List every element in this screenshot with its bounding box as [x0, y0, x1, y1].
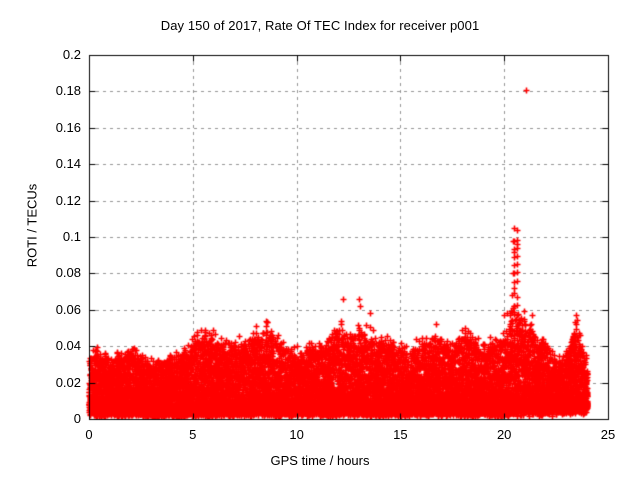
y-tick-label: 0.04 — [55, 338, 81, 354]
y-tick-label: 0.02 — [55, 374, 81, 390]
y-tick-label: 0.2 — [62, 47, 81, 62]
y-tick-label: 0.14 — [55, 156, 81, 172]
x-axis-label: GPS time / hours — [270, 453, 370, 468]
x-tick-label: 0 — [85, 427, 93, 442]
y-tick-label: 0.06 — [55, 301, 81, 317]
y-tick-label: 0.08 — [55, 265, 81, 281]
x-tick-label: 5 — [189, 427, 197, 442]
x-tick-label: 25 — [600, 427, 616, 442]
y-tick-label: 0.16 — [55, 119, 81, 135]
x-tick-label: 15 — [393, 427, 408, 442]
y-tick-label: 0.1 — [62, 229, 81, 244]
y-tick-label: 0.18 — [55, 83, 81, 99]
x-tick-label: 10 — [289, 427, 304, 442]
x-tick-label: 20 — [496, 427, 512, 442]
y-tick-label: 0.12 — [55, 192, 81, 208]
y-tick-label: 0 — [73, 411, 81, 426]
